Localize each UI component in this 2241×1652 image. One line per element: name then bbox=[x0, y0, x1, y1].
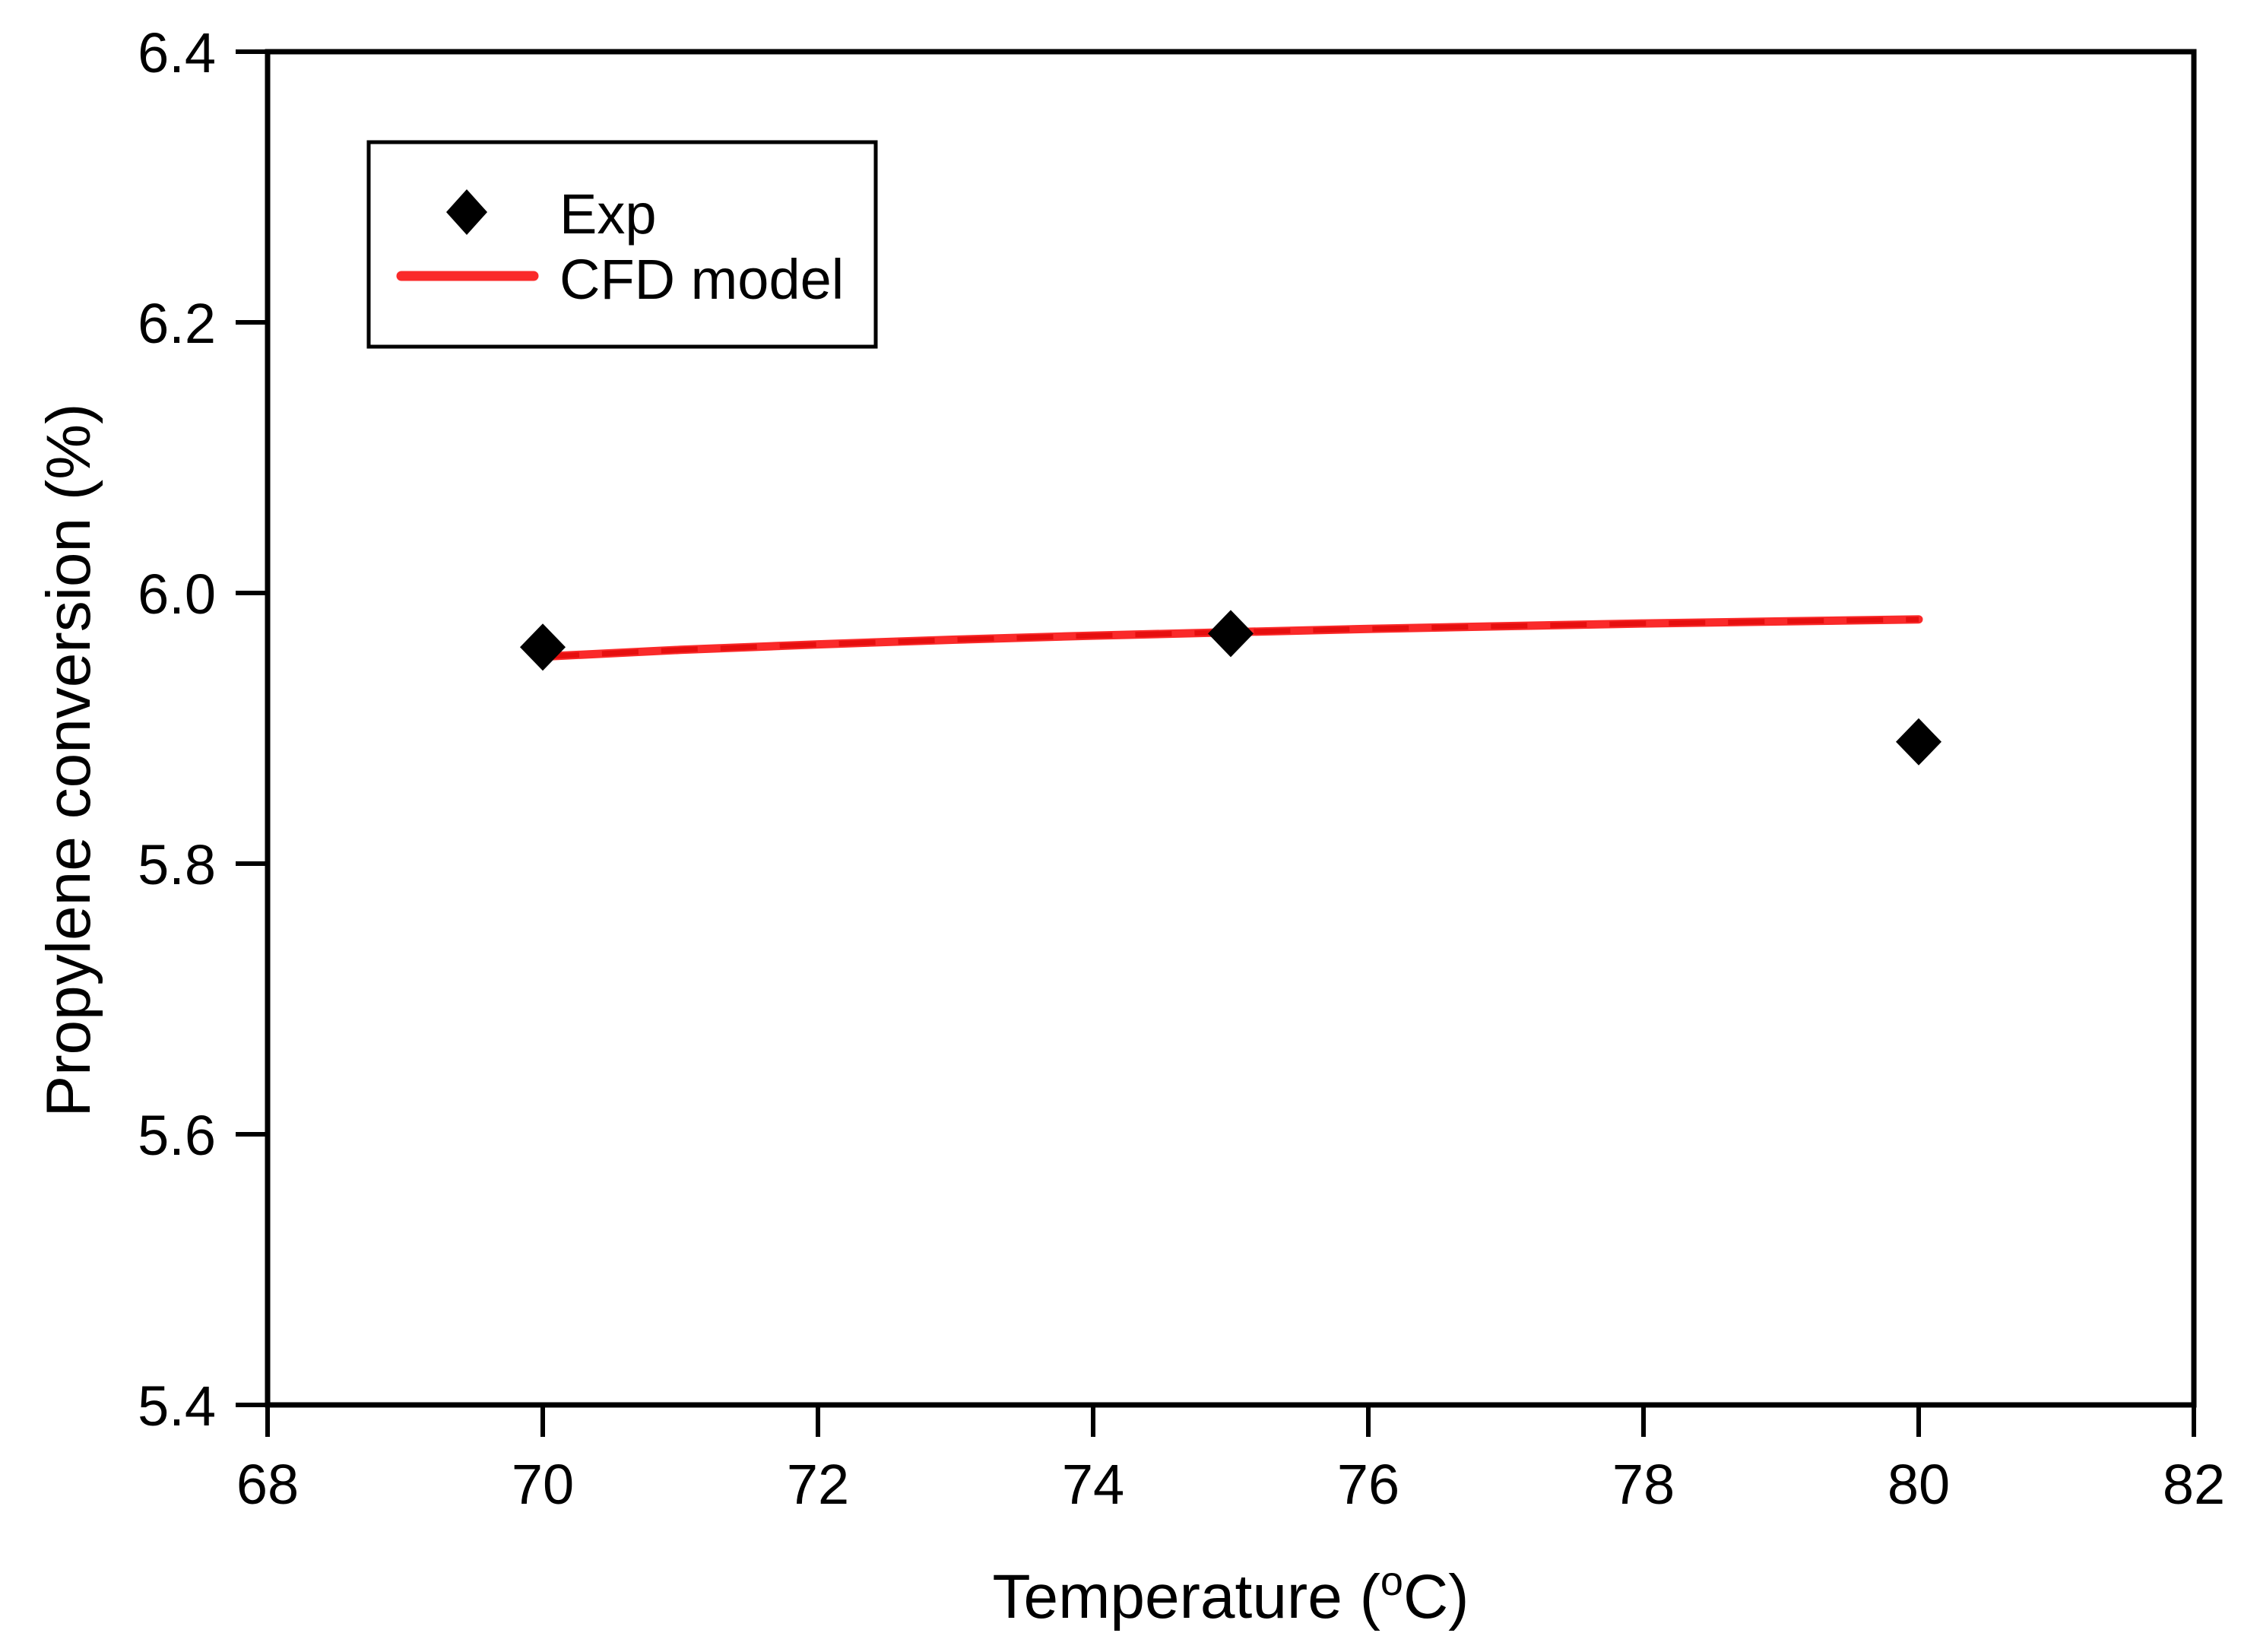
x-tick-label: 72 bbox=[787, 1453, 849, 1516]
x-tick-label: 70 bbox=[512, 1453, 574, 1516]
x-tick-label: 76 bbox=[1337, 1453, 1399, 1516]
x-tick-label: 68 bbox=[236, 1453, 299, 1516]
legend-box bbox=[366, 140, 878, 349]
y-tick-label: 5.6 bbox=[138, 1104, 216, 1167]
y-tick-label: 6.0 bbox=[138, 563, 216, 626]
plot-frame bbox=[265, 49, 2197, 1408]
legend-exp-label: Exp bbox=[559, 182, 657, 246]
x-tick-label: 78 bbox=[1612, 1453, 1675, 1516]
exp-data-point bbox=[1896, 718, 1941, 766]
y-axis-title: Propylene conversion (%) bbox=[34, 404, 103, 1118]
legend-exp-marker bbox=[446, 189, 487, 235]
legend-cfd-label: CFD model bbox=[559, 248, 844, 311]
y-tick-label: 5.8 bbox=[138, 833, 216, 896]
y-tick-label: 5.4 bbox=[138, 1375, 216, 1438]
x-axis-title: Temperature (oC) bbox=[993, 1558, 1469, 1631]
x-tick-label: 82 bbox=[2163, 1453, 2225, 1516]
x-tick-label: 74 bbox=[1062, 1453, 1124, 1516]
y-tick-label: 6.4 bbox=[138, 21, 216, 84]
y-tick-label: 6.2 bbox=[138, 292, 216, 355]
exp-data-point bbox=[520, 623, 566, 671]
exp-data-point bbox=[1208, 610, 1254, 658]
x-tick-label: 80 bbox=[1888, 1453, 1950, 1516]
